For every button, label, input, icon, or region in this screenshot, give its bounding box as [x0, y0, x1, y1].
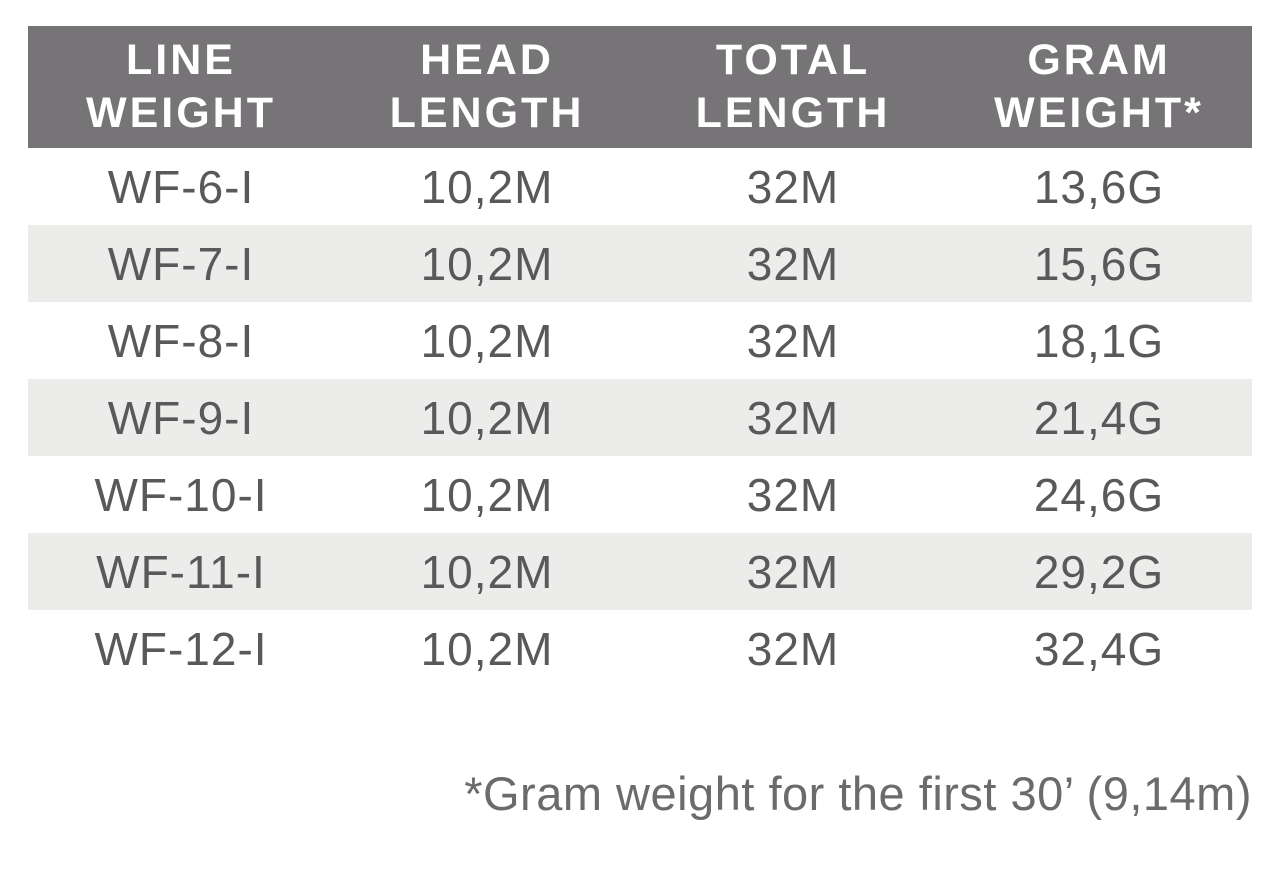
table-row: WF-12-I 10,2M 32M 32,4G	[28, 610, 1252, 687]
table-cell: WF-8-I	[107, 314, 255, 367]
column-header-total-length: TOTAL LENGTH	[640, 26, 946, 148]
table-cell: 10,2M	[420, 622, 554, 675]
table-cell: WF-6-I	[107, 160, 255, 213]
column-header-line: LENGTH	[389, 89, 585, 137]
table-row: WF-8-I 10,2M 32M 18,1G	[28, 302, 1252, 379]
table-row: WF-7-I 10,2M 32M 15,6G	[28, 225, 1252, 302]
table-cell: 10,2M	[420, 314, 554, 367]
table-cell: WF-12-I	[94, 622, 268, 675]
table-row: WF-11-I 10,2M 32M 29,2G	[28, 533, 1252, 610]
table-row: WF-6-I 10,2M 32M 13,6G	[28, 148, 1252, 225]
table-cell: 32,4G	[1033, 622, 1165, 675]
table-cell: 21,4G	[1033, 391, 1165, 444]
table-cell: 13,6G	[1033, 160, 1165, 213]
table-cell: 29,2G	[1033, 545, 1165, 598]
table-cell: 32M	[746, 468, 840, 521]
table-cell: WF-7-I	[107, 237, 255, 290]
table-cell: 18,1G	[1033, 314, 1165, 367]
table-cell: 32M	[746, 622, 840, 675]
column-header-line: WEIGHT	[86, 89, 276, 137]
table-cell: 10,2M	[420, 237, 554, 290]
table-cell: 10,2M	[420, 391, 554, 444]
line-spec-table: LINE WEIGHT HEAD LENGTH TOTAL LENGTH GRAM WEIGH…	[28, 26, 1252, 687]
gram-weight-footnote: *Gram weight for the first 30’ (9,14m)	[464, 767, 1252, 820]
table-cell: WF-9-I	[107, 391, 255, 444]
table-cell: 10,2M	[420, 468, 554, 521]
table-cell: 32M	[746, 545, 840, 598]
table-cell: 32M	[746, 237, 840, 290]
column-header-head-length: HEAD LENGTH	[334, 26, 640, 148]
table-cell: 32M	[746, 391, 840, 444]
column-header-line: TOTAL	[715, 36, 871, 84]
table-header-row: LINE WEIGHT HEAD LENGTH TOTAL LENGTH GRAM WEIGH…	[28, 26, 1252, 148]
table-row: WF-9-I 10,2M 32M 21,4G	[28, 379, 1252, 456]
table-cell: 32M	[746, 160, 840, 213]
column-header-line: HEAD	[420, 36, 554, 84]
column-header-line: LINE	[126, 36, 236, 84]
table-body: WF-6-I 10,2M 32M 13,6G WF-7-I 10,2M 32M 15,6G WF…	[28, 148, 1252, 687]
column-header-line: WEIGHT*	[994, 89, 1204, 137]
table-cell: 24,6G	[1033, 468, 1165, 521]
table-cell: 32M	[746, 314, 840, 367]
table-cell: 10,2M	[420, 160, 554, 213]
column-header-line: GRAM	[1027, 36, 1171, 84]
table-header: LINE WEIGHT HEAD LENGTH TOTAL LENGTH GRAM WEIGH…	[28, 26, 1252, 148]
table-cell: 15,6G	[1033, 237, 1165, 290]
table-cell: WF-11-I	[96, 545, 266, 598]
column-header-gram-weight: GRAM WEIGHT*	[946, 26, 1252, 148]
table-cell: 10,2M	[420, 545, 554, 598]
column-header-line-weight: LINE WEIGHT	[28, 26, 334, 148]
column-header-line: LENGTH	[695, 89, 891, 137]
table-cell: WF-10-I	[94, 468, 268, 521]
table-row: WF-10-I 10,2M 32M 24,6G	[28, 456, 1252, 533]
